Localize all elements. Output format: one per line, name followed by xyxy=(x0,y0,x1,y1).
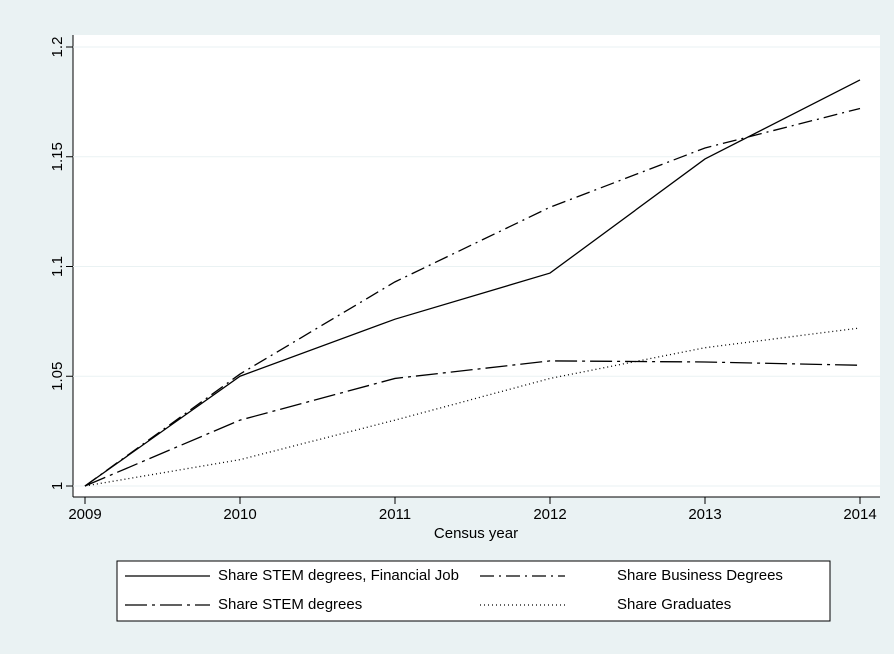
legend xyxy=(116,560,831,622)
x-tick-label: 2011 xyxy=(379,506,411,523)
x-axis-title: Census year xyxy=(434,525,518,542)
x-tick-label: 2014 xyxy=(843,506,876,523)
series-line xyxy=(84,79,861,487)
series-line xyxy=(84,107,861,487)
y-tick-label: 1 xyxy=(49,482,66,490)
y-tick-label: 1.1 xyxy=(49,256,66,277)
x-tick-label: 2013 xyxy=(688,506,721,523)
legend-label: Share STEM degrees xyxy=(218,596,362,613)
x-tick-label: 2010 xyxy=(223,506,256,523)
y-tick-label: 1.05 xyxy=(49,362,66,391)
legend-label: Share STEM degrees, Financial Job xyxy=(218,567,459,584)
x-tick-label: 2009 xyxy=(68,506,101,523)
legend-label: Share Business Degrees xyxy=(617,567,783,584)
x-tick-label: 2012 xyxy=(533,506,566,523)
legend-label: Share Graduates xyxy=(617,596,731,613)
y-tick-label: 1.2 xyxy=(49,37,66,58)
y-tick-label: 1.15 xyxy=(49,142,66,171)
series-line xyxy=(84,360,861,487)
